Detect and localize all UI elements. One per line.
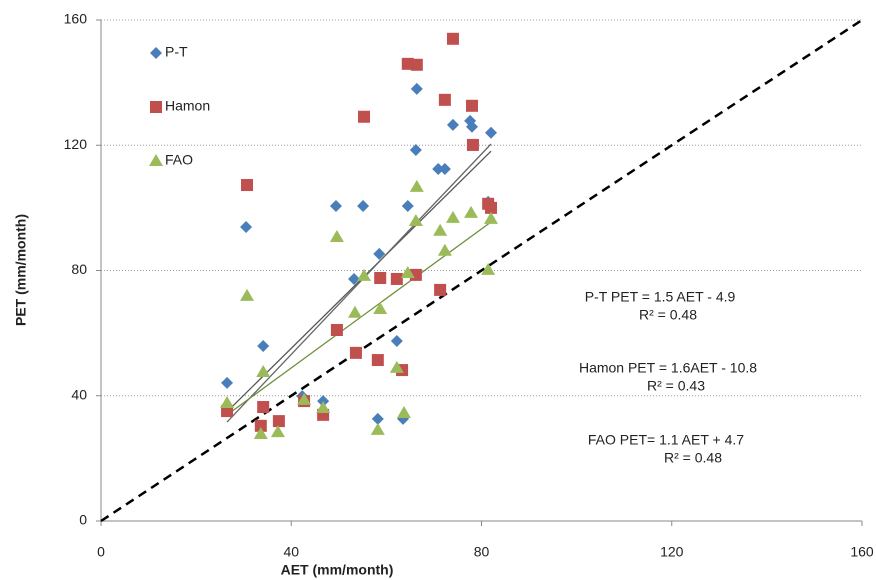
point [446,32,459,45]
point [358,110,371,123]
point [370,422,385,435]
legend-label: FAO [165,152,193,168]
point [465,120,478,133]
point [410,58,423,71]
point [408,214,423,227]
x-axis-title: AET (mm/month) [281,562,394,578]
reference-line [100,18,863,523]
point [357,268,372,281]
point [446,118,459,131]
y-tick-label: 40 [71,386,87,402]
point [329,229,344,242]
point [466,138,479,151]
point [390,272,403,285]
point [438,163,451,176]
annotation: FAO PET= 1.1 AET + 4.7 [588,432,744,448]
point [485,201,498,214]
annotation: P-T PET = 1.5 AET - 4.9 [585,289,736,305]
point [484,211,499,224]
point [432,163,445,176]
point [465,99,478,112]
point [221,376,234,389]
y-tick-label: 0 [79,512,87,528]
point [374,272,387,285]
y-tick-label: 80 [71,261,87,277]
point [256,364,271,377]
point [272,415,285,428]
legend-label: Hamon [165,98,210,114]
point [241,179,254,192]
point [401,199,414,212]
point [371,354,384,367]
point [396,405,411,418]
point [445,210,460,223]
y-tick-label: 120 [64,136,88,152]
point [257,401,270,414]
point [371,412,384,425]
trendline [226,143,492,423]
point [257,339,270,352]
point [329,199,342,212]
annotation: R² = 0.43 [647,378,705,394]
point [389,360,404,373]
point [434,283,447,296]
point [400,266,415,279]
point [373,247,386,260]
annotation: R² = 0.48 [639,307,697,323]
point [481,262,496,275]
x-tick-label: 0 [97,544,105,560]
legend-marker [149,154,163,166]
trendline [226,221,492,416]
point [253,426,268,439]
point [357,199,370,212]
point [373,302,388,315]
x-tick-label: 160 [850,544,874,560]
annotation: R² = 0.48 [664,450,722,466]
trendline [226,150,492,413]
point [485,126,498,139]
point [409,143,422,156]
point [240,288,255,301]
point [390,334,403,347]
point [270,425,285,438]
point [316,400,331,413]
point [297,392,312,405]
y-tick-label: 160 [64,11,88,27]
point [410,82,423,95]
point [438,93,451,106]
point [348,272,361,285]
point [401,57,414,70]
x-tick-label: 120 [660,544,684,560]
legend-marker [150,101,162,113]
legend-marker [150,47,162,59]
point [437,243,452,256]
x-tick-label: 40 [283,544,299,560]
point [221,405,234,418]
point [330,323,343,336]
point [349,346,362,359]
point [464,205,479,218]
legend-label: P-T [165,44,188,60]
y-axis-title: PET (mm/month) [13,214,29,326]
annotation: Hamon PET = 1.6AET - 10.8 [579,360,757,376]
point [433,223,448,236]
point [220,395,235,408]
point [409,179,424,192]
x-tick-label: 80 [474,544,490,560]
point [240,220,253,233]
point [347,305,362,318]
point [254,419,267,432]
